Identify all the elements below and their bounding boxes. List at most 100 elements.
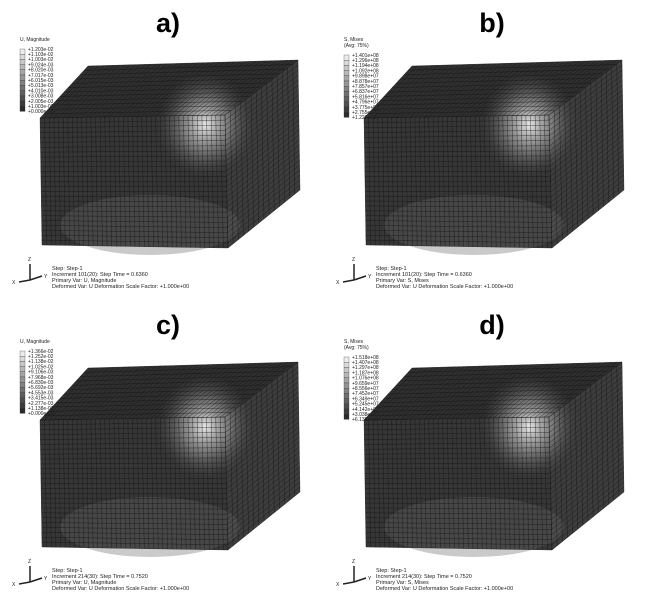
legend-swatch <box>344 378 349 383</box>
legend-value: +0.000e+00 <box>28 411 55 417</box>
triad-label: Y <box>368 576 372 582</box>
legend-swatch <box>20 372 25 377</box>
fe-model <box>40 362 300 557</box>
legend-swatch <box>344 404 349 409</box>
legend-swatch <box>344 102 349 107</box>
legend: S, Mises(Avg: 75%)+1.401e+08+1.296e+08+1… <box>344 37 379 121</box>
legend-swatch <box>20 80 25 85</box>
panel-label: a) <box>156 8 180 38</box>
legend-swatch <box>344 414 349 419</box>
legend-swatch <box>20 96 25 101</box>
legend-swatch <box>20 70 25 75</box>
triad-label: Y <box>368 274 372 280</box>
fe-model <box>40 60 300 255</box>
legend-swatch <box>344 97 349 102</box>
step-info: Deformed Var: U Deformation Scale Factor… <box>376 284 513 290</box>
step-info: Deformed Var: U Deformation Scale Factor… <box>52 284 189 290</box>
legend-swatch <box>20 403 25 408</box>
legend-swatch <box>20 101 25 106</box>
fe-model <box>364 362 624 557</box>
legend-swatch <box>344 383 349 388</box>
triad-axis <box>19 582 30 584</box>
triad-axis <box>19 280 30 282</box>
legend-swatch <box>20 65 25 70</box>
triad-label: Z <box>352 559 355 565</box>
legend-swatch <box>344 86 349 91</box>
legend-swatch <box>20 408 25 413</box>
legend-title: U, Magnitude <box>20 37 50 43</box>
legend-swatch <box>344 60 349 65</box>
triad-axis <box>354 578 366 582</box>
legend: U, Magnitude+1.366e-02+1.252e-02+1.138e-… <box>20 339 55 417</box>
legend-swatch <box>344 373 349 378</box>
legend-swatch <box>20 106 25 111</box>
step-info: Deformed Var: U Deformation Scale Factor… <box>52 586 189 592</box>
axis-triad: Z Y X <box>12 257 48 286</box>
legend-swatch <box>20 393 25 398</box>
triad-label: Y <box>44 274 48 280</box>
panel-label: c) <box>156 310 180 340</box>
legend-swatch <box>344 357 349 362</box>
legend-swatch <box>344 107 349 112</box>
legend-swatch <box>20 91 25 96</box>
triad-axis <box>30 276 42 280</box>
axis-triad: Z Y X <box>336 257 372 286</box>
triad-axis <box>343 582 354 584</box>
legend-swatch <box>20 75 25 80</box>
panel: d) S, Mises(Avg: 75%)+1.518e+08+1.407e+08… <box>336 310 624 592</box>
legend-swatch <box>20 85 25 90</box>
legend-swatch <box>20 377 25 382</box>
triad-label: X <box>12 582 16 588</box>
legend: U, Magnitude+1.203e-02+1.103e-02+1.003e-… <box>20 37 55 115</box>
legend-swatch <box>20 361 25 366</box>
triad-label: X <box>12 280 16 286</box>
panel-label: d) <box>479 310 504 340</box>
triad-label: X <box>336 280 340 286</box>
panel: c) U, Magnitude+1.366e-02+1.252e-02+1.138… <box>12 310 300 592</box>
legend-swatch <box>20 59 25 64</box>
legend-swatch <box>344 367 349 372</box>
legend-swatch <box>20 356 25 361</box>
legend-swatch <box>344 362 349 367</box>
triad-label: Z <box>352 257 355 263</box>
legend-swatch <box>344 399 349 404</box>
legend-swatch <box>344 112 349 117</box>
legend-title: (Avg: 75%) <box>344 43 369 49</box>
axis-triad: Z Y X <box>336 559 372 588</box>
legend-title: (Avg: 75%) <box>344 345 369 351</box>
legend-title: U, Magnitude <box>20 339 50 345</box>
legend-swatch <box>20 54 25 59</box>
legend-swatch <box>344 91 349 96</box>
axis-triad: Z Y X <box>12 559 48 588</box>
legend-swatch <box>344 393 349 398</box>
legend-value: +6.138e+03 <box>352 417 379 423</box>
legend-swatch <box>344 71 349 76</box>
legend-swatch <box>20 367 25 372</box>
legend-swatch <box>344 409 349 414</box>
legend-value: +0.000e+00 <box>28 109 55 115</box>
step-info: Deformed Var: U Deformation Scale Factor… <box>376 586 513 592</box>
legend-swatch <box>344 55 349 60</box>
figure: a) U, Magnitude+1.203e-02+1.103e-02+1.003… <box>0 0 649 605</box>
fe-model <box>364 60 624 255</box>
legend: S, Mises(Avg: 75%)+1.518e+08+1.407e+08+1… <box>344 339 379 423</box>
legend-swatch <box>20 387 25 392</box>
triad-axis <box>30 578 42 582</box>
triad-label: Y <box>44 576 48 582</box>
panel: a) U, Magnitude+1.203e-02+1.103e-02+1.003… <box>12 8 300 290</box>
legend-swatch <box>344 76 349 81</box>
triad-axis <box>354 276 366 280</box>
triad-label: Z <box>28 257 31 263</box>
triad-label: Z <box>28 559 31 565</box>
legend-swatch <box>20 49 25 54</box>
legend-swatch <box>20 382 25 387</box>
legend-swatch <box>20 351 25 356</box>
triad-label: X <box>336 582 340 588</box>
legend-swatch <box>344 65 349 70</box>
legend-swatch <box>344 388 349 393</box>
panel: b)S, Mises(Avg: 75%)+1.401e+08+1.296e+08… <box>336 8 624 290</box>
legend-swatch <box>20 398 25 403</box>
triad-axis <box>343 280 354 282</box>
legend-swatch <box>344 81 349 86</box>
legend-value: +1.229e+07 <box>352 115 379 121</box>
